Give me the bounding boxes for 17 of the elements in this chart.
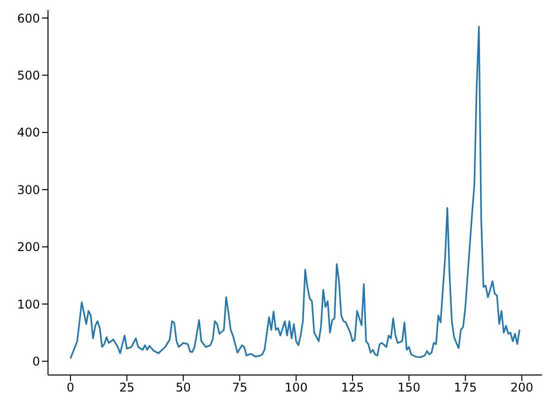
y-tick-label: 200 — [17, 240, 40, 254]
y-tick-label: 400 — [17, 126, 40, 140]
x-tick-label: 50 — [176, 380, 191, 395]
y-tick-label: 500 — [17, 68, 40, 82]
x-tick-label: 175 — [454, 380, 477, 395]
y-tick-label: 100 — [17, 297, 40, 312]
y-tick-label: 0 — [32, 354, 40, 369]
x-tick-label: 200 — [510, 380, 534, 395]
x-tick-label: 75 — [232, 380, 248, 395]
y-tick-label: 300 — [17, 182, 40, 197]
x-tick-label: 0 — [66, 380, 74, 395]
x-tick-label: 25 — [119, 380, 135, 395]
x-tick-label: 150 — [398, 380, 420, 395]
line-series — [70, 26, 520, 360]
x-tick-label: 100 — [284, 380, 308, 395]
x-tick-label: 125 — [341, 380, 364, 395]
y-tick-label: 600 — [17, 11, 40, 26]
